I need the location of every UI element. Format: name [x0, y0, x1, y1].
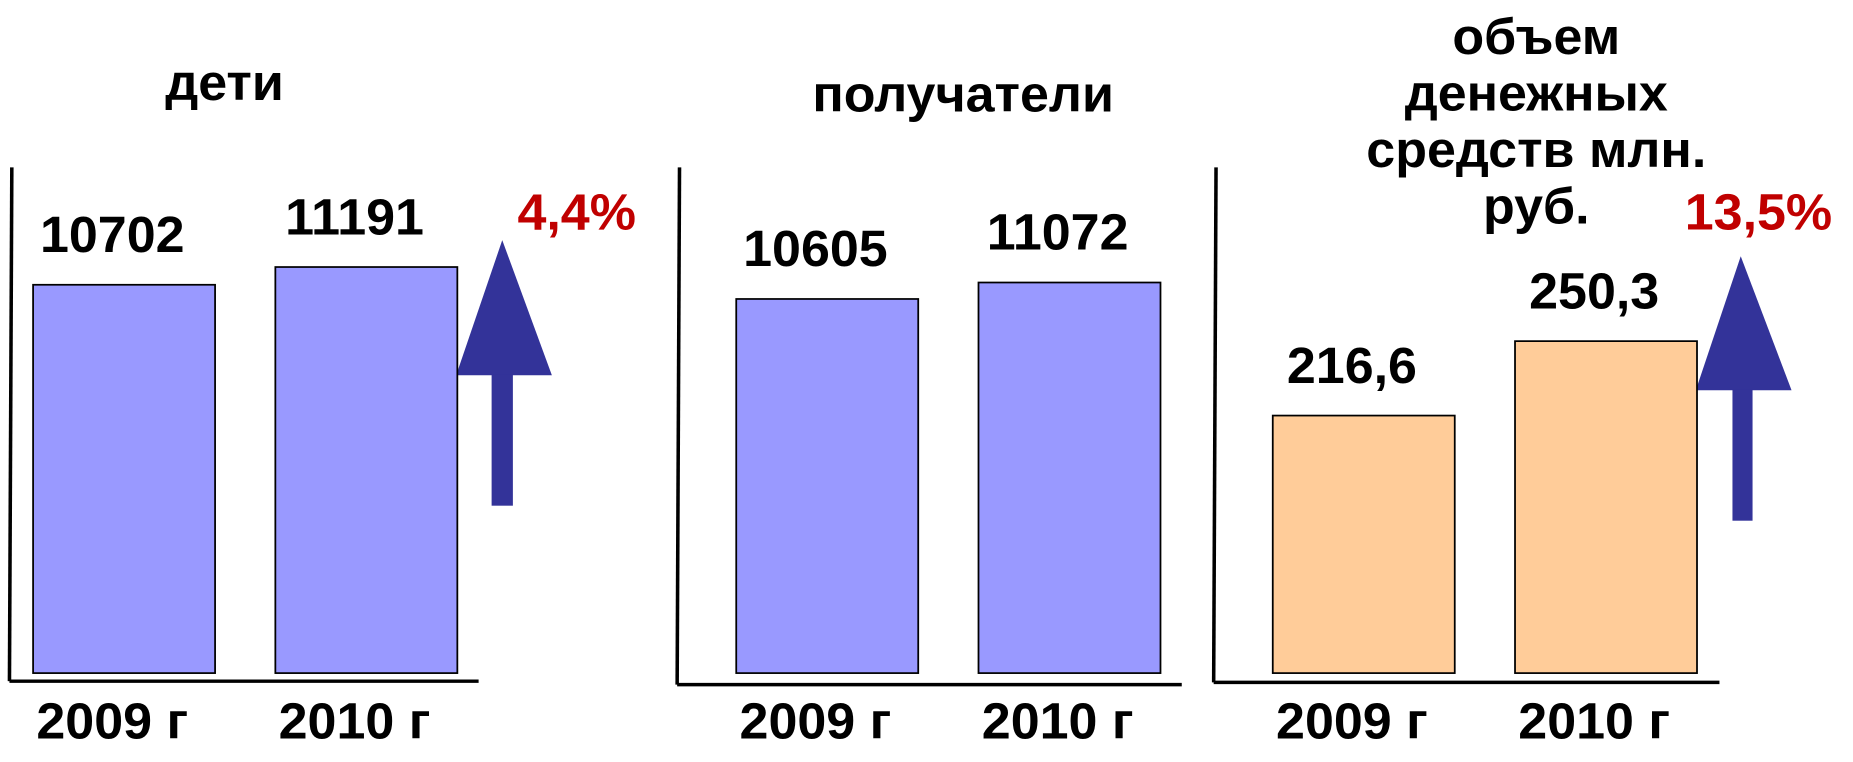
arrow-head — [456, 240, 552, 376]
x-tick-label: 2010 г — [1518, 692, 1670, 749]
arrow-head — [1695, 256, 1792, 391]
chart-title: объем — [1452, 7, 1620, 64]
x-tick-label: 2009 г — [1276, 692, 1428, 749]
bar — [1514, 340, 1698, 674]
x-tick-label: 2009 г — [36, 692, 188, 749]
bar — [32, 283, 216, 674]
axis-line — [675, 167, 682, 685]
value-label: 11191 — [285, 188, 424, 245]
value-label: 10702 — [40, 206, 185, 263]
chart-title: дети — [165, 54, 284, 111]
chart-title: средств млн. — [1366, 121, 1706, 178]
bar — [1271, 414, 1456, 674]
bar — [274, 266, 459, 674]
axis-line — [1211, 167, 1218, 683]
value-label: 216,6 — [1287, 336, 1417, 393]
arrow-shaft — [1732, 389, 1753, 521]
arrow-shaft — [491, 374, 513, 506]
x-tick-label: 2009 г — [740, 692, 892, 749]
value-label: 10605 — [743, 220, 888, 277]
axis-line — [7, 167, 14, 682]
annotation: 4,4% — [517, 183, 635, 240]
chart-title: денежных — [1405, 64, 1669, 121]
annotation: 13,5% — [1685, 183, 1832, 240]
x-tick-label: 2010 г — [982, 692, 1134, 749]
bar — [735, 298, 920, 674]
chart-title: руб. — [1483, 177, 1590, 234]
x-tick-label: 2010 г — [279, 692, 431, 749]
chart-title: получатели — [812, 65, 1114, 122]
value-label: 11072 — [987, 203, 1129, 260]
value-label: 250,3 — [1529, 262, 1659, 319]
bar — [977, 281, 1162, 674]
